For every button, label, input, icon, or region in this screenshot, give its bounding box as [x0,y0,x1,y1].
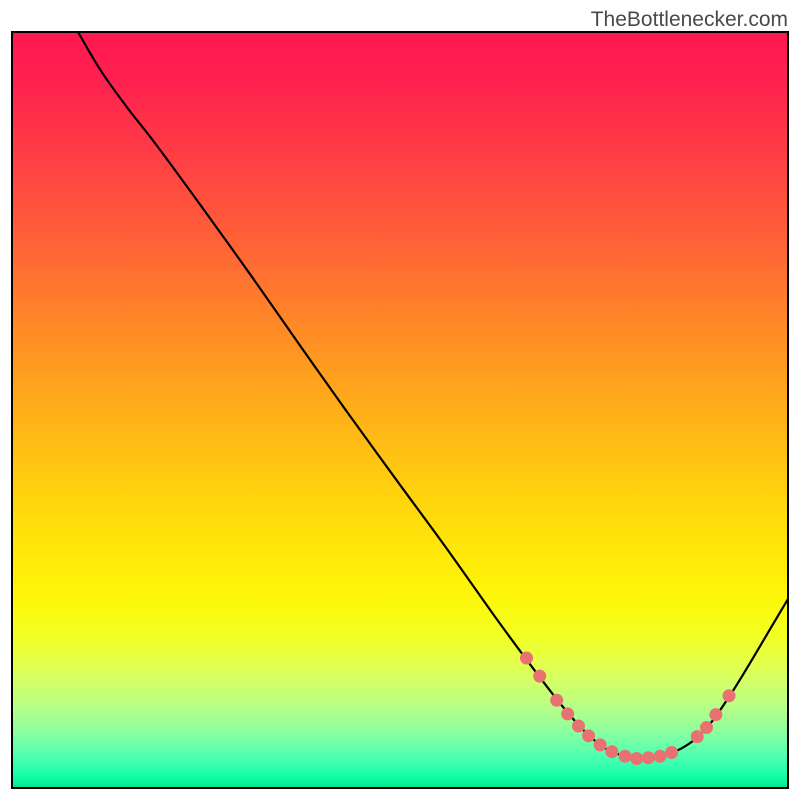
chart-container: TheBottlenecker.com [0,0,800,800]
watermark-text: TheBottlenecker.com [591,8,788,32]
bottleneck-chart [0,0,800,800]
